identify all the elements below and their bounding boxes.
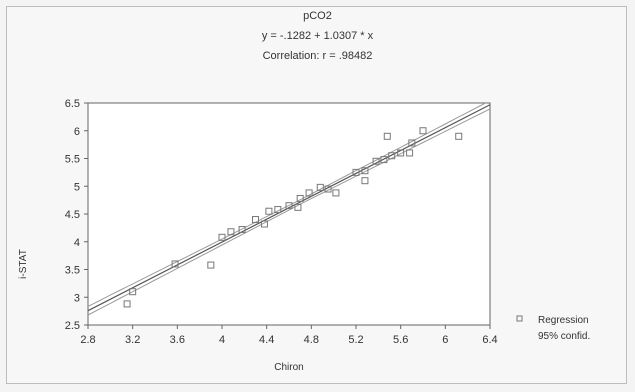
x-tick-label: 6 — [442, 334, 448, 346]
x-tick-label: 4.4 — [259, 334, 274, 346]
data-point — [352, 168, 360, 176]
x-tick-label: 6.4 — [482, 334, 497, 346]
data-point — [408, 139, 416, 147]
data-point — [305, 189, 313, 197]
y-tick-label: 3.5 — [65, 265, 80, 277]
data-point — [419, 127, 427, 135]
data-point — [388, 152, 396, 160]
y-tick-label: 2.5 — [65, 320, 80, 332]
y-tick-label: 5 — [74, 181, 80, 193]
confidence-band-lower — [88, 108, 490, 316]
data-point — [383, 132, 391, 140]
data-point — [207, 261, 215, 269]
x-tick-label: 5.2 — [348, 334, 363, 346]
data-point — [294, 203, 302, 211]
data-point — [316, 183, 324, 191]
legend-marker — [516, 315, 523, 322]
y-tick-label: 6 — [74, 126, 80, 138]
regression-equation: y = -.1282 + 1.0307 * x — [261, 30, 374, 42]
y-tick-label: 3 — [74, 292, 80, 304]
legend-confidence: 95% confid. — [538, 331, 590, 342]
y-tick-label: 4.5 — [65, 209, 80, 221]
y-tick-label: 4 — [74, 237, 80, 249]
x-tick-label: 2.8 — [80, 334, 95, 346]
confidence-band-upper — [88, 103, 487, 307]
data-point — [361, 177, 369, 185]
data-point — [285, 202, 293, 210]
y-tick-label: 5.5 — [65, 154, 80, 166]
data-point — [252, 216, 259, 224]
y-tick-label: 6.5 — [65, 98, 80, 110]
x-tick-label: 4.8 — [304, 334, 319, 346]
data-point — [332, 189, 340, 197]
data-point — [218, 233, 226, 241]
data-point — [455, 132, 463, 140]
regression-line — [88, 104, 490, 312]
data-point — [372, 157, 380, 165]
x-tick-label: 3.6 — [170, 334, 185, 346]
data-point — [123, 300, 131, 308]
x-axis-label: Chiron — [274, 362, 303, 373]
data-point — [361, 167, 369, 175]
data-point — [380, 156, 388, 164]
data-point — [129, 288, 137, 296]
data-point — [238, 226, 246, 234]
x-tick-label: 4 — [219, 334, 225, 346]
x-tick-label: 3.2 — [125, 334, 140, 346]
data-point — [406, 149, 414, 157]
legend-regression: Regression — [538, 315, 589, 326]
data-point — [171, 260, 179, 268]
data-point — [265, 207, 273, 215]
data-point — [260, 220, 268, 228]
chart-title: pCO2 — [303, 10, 332, 22]
correlation-text: Correlation: r = .98482 — [262, 50, 373, 62]
data-point — [296, 194, 304, 202]
data-point — [274, 206, 282, 214]
x-tick-label: 5.6 — [393, 334, 408, 346]
data-point — [324, 185, 332, 193]
data-point — [397, 149, 405, 157]
data-point — [227, 228, 235, 236]
y-axis-label: i-STAT — [18, 249, 29, 279]
